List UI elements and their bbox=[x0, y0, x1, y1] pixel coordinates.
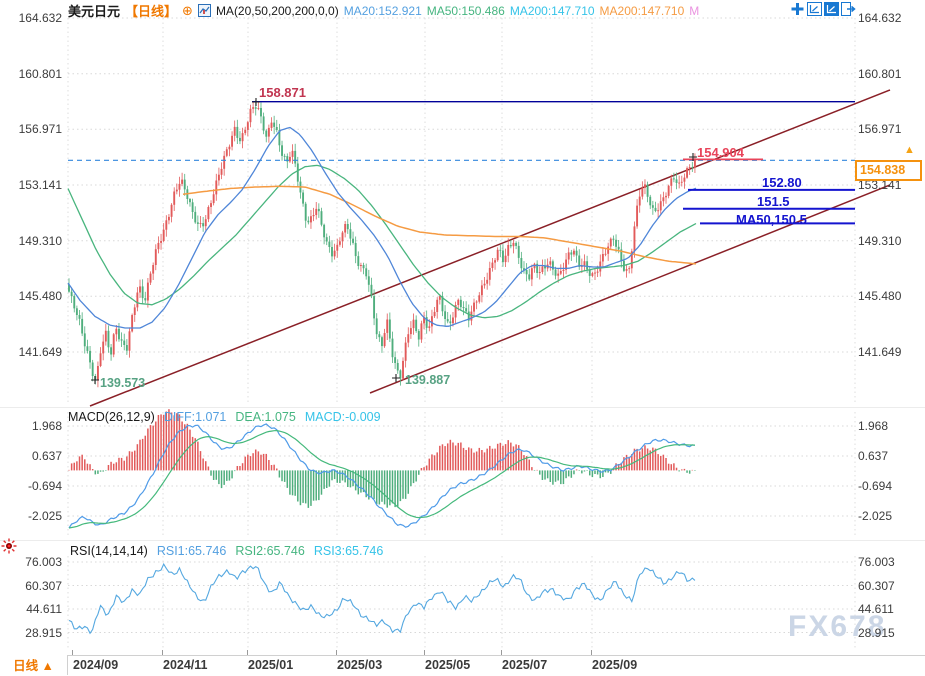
price-axis-right-6: 141.649 bbox=[858, 345, 902, 359]
date-tick bbox=[591, 650, 592, 655]
macd-axis-left-3: -2.025 bbox=[27, 509, 62, 523]
macd-axis-right-3: -2.025 bbox=[858, 509, 893, 523]
rsi-axis-left-3: 28.915 bbox=[25, 626, 62, 640]
price-axis-right-1: 160.801 bbox=[858, 67, 902, 81]
macd-layer bbox=[68, 409, 696, 529]
axis-scale-icon[interactable] bbox=[824, 2, 839, 16]
date-tick bbox=[247, 650, 248, 655]
date-label-4: 2025/05 bbox=[425, 658, 471, 672]
axis-default-icon[interactable] bbox=[807, 2, 822, 16]
macd-axis-left-1: 0.637 bbox=[31, 449, 62, 463]
low-price-label-1: 139.573 bbox=[100, 376, 146, 390]
price-axis-right-2: 156.971 bbox=[858, 122, 902, 136]
macd-axis-right-2: -0.694 bbox=[858, 479, 893, 493]
rsi-axis-right-1: 60.307 bbox=[858, 579, 895, 593]
symbol-name: 美元日元 bbox=[68, 4, 121, 19]
price-axis-right-5: 145.480 bbox=[858, 289, 902, 303]
date-label-1: 2024/11 bbox=[163, 658, 208, 672]
price-axis-right-3: 153.141 bbox=[858, 178, 902, 192]
rsi-layer bbox=[68, 562, 696, 635]
macd-axis-left-2: -0.694 bbox=[27, 479, 62, 493]
price-axis-right-0: 164.632 bbox=[858, 11, 902, 25]
ma-lines-layer bbox=[67, 126, 697, 329]
rsi2-value: RSI2:65.746 bbox=[235, 544, 305, 558]
pop-out-icon[interactable] bbox=[841, 2, 856, 16]
date-axis-bar bbox=[0, 655, 925, 676]
macd-axis-right-0: 1.968 bbox=[858, 419, 889, 433]
price-axis-left-3: 153.141 bbox=[18, 178, 62, 192]
move-tool-icon[interactable] bbox=[790, 2, 805, 16]
macd-diff-value: DIFF:1.071 bbox=[163, 410, 227, 424]
rsi-axis-left-2: 44.611 bbox=[26, 602, 62, 616]
price-axis-left-4: 149.310 bbox=[18, 234, 62, 248]
rsi-header: RSI(14,14,14) RSI1:65.746 RSI2:65.746 RS… bbox=[70, 544, 383, 558]
rsi1-value: RSI1:65.746 bbox=[156, 544, 227, 558]
ma200-value-a: MA200:147.710 bbox=[509, 3, 595, 18]
date-label-2: 2025/01 bbox=[248, 658, 294, 672]
candles-layer bbox=[68, 100, 696, 388]
price-axis-left-6: 141.649 bbox=[18, 345, 62, 359]
support-label-1: 152.80 bbox=[762, 175, 802, 190]
hot-marker-icon[interactable] bbox=[1, 538, 17, 559]
date-label-3: 2025/03 bbox=[337, 658, 383, 672]
date-tick bbox=[336, 650, 337, 655]
price-up-arrow-icon: ▲ bbox=[904, 144, 915, 156]
watermark: FX678 bbox=[788, 610, 887, 643]
ma-settings-label: MA(20,50,200,200,0,0) bbox=[215, 3, 339, 18]
ma20-value: MA20:152.921 bbox=[343, 3, 422, 18]
m-indicator-label: M bbox=[689, 3, 700, 18]
macd-axis-left-0: 1.968 bbox=[31, 419, 62, 433]
horizontal-lines-layer bbox=[68, 98, 855, 384]
macd-title: MACD(26,12,9) bbox=[68, 410, 155, 424]
date-label-0: 2024/09 bbox=[73, 658, 119, 672]
ma50-value: MA50:150.486 bbox=[426, 3, 505, 18]
trend-channel bbox=[89, 89, 891, 407]
macd-value: MACD:-0.009 bbox=[304, 410, 381, 424]
rsi-axis-left-0: 76.003 bbox=[25, 555, 62, 569]
rsi-axis-right-0: 76.003 bbox=[858, 555, 895, 569]
period-selector-button[interactable]: 日线 ▲ bbox=[0, 655, 68, 675]
recent-high-label: 154.904 bbox=[697, 145, 744, 160]
date-label-6: 2025/09 bbox=[592, 658, 638, 672]
rsi-title: RSI(14,14,14) bbox=[70, 544, 148, 558]
ma200-value-b: MA200:147.710 bbox=[599, 3, 685, 18]
macd-dea-value: DEA:1.075 bbox=[235, 410, 296, 424]
macd-axis-right-1: 0.637 bbox=[858, 449, 889, 463]
rsi-axis-left-1: 60.307 bbox=[25, 579, 62, 593]
date-label-5: 2025/07 bbox=[502, 658, 548, 672]
chart-legend: 美元日元 【日线】 ⊕ MA(20,50,200,200,0,0) MA20:1… bbox=[68, 1, 699, 20]
ma-settings-icon[interactable] bbox=[197, 4, 211, 17]
price-axis-left-1: 160.801 bbox=[18, 67, 62, 81]
current-price-box: 154.838 bbox=[855, 160, 922, 181]
grid-layer bbox=[0, 17, 925, 648]
rsi3-value: RSI3:65.746 bbox=[313, 544, 384, 558]
period-tag: 【日线】 bbox=[125, 4, 178, 19]
rsi-axis-right-2: 44.611 bbox=[858, 602, 894, 616]
add-indicator-icon[interactable]: ⊕ bbox=[182, 3, 193, 18]
date-tick bbox=[162, 650, 163, 655]
support-label-3: MA50,150.5 bbox=[736, 212, 807, 227]
price-axis-left-2: 156.971 bbox=[18, 122, 62, 136]
price-axis-right-4: 149.310 bbox=[858, 234, 902, 248]
date-tick bbox=[424, 650, 425, 655]
date-tick bbox=[501, 650, 502, 655]
chart-toolbar bbox=[790, 2, 856, 16]
price-axis-left-5: 145.480 bbox=[18, 289, 62, 303]
macd-header: MACD(26,12,9) DIFF:1.071 DEA:1.075 MACD:… bbox=[68, 410, 381, 424]
peak-price-label: 158.871 bbox=[259, 85, 306, 100]
date-tick bbox=[72, 650, 73, 655]
rsi-axis-right-3: 28.915 bbox=[858, 626, 895, 640]
low-price-label-2: 139.887 bbox=[405, 373, 451, 387]
support-label-2: 151.5 bbox=[757, 194, 790, 209]
price-axis-left-0: 164.632 bbox=[18, 11, 62, 25]
